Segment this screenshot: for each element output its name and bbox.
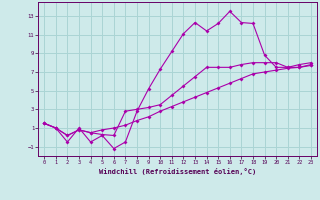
X-axis label: Windchill (Refroidissement éolien,°C): Windchill (Refroidissement éolien,°C) [99, 168, 256, 175]
